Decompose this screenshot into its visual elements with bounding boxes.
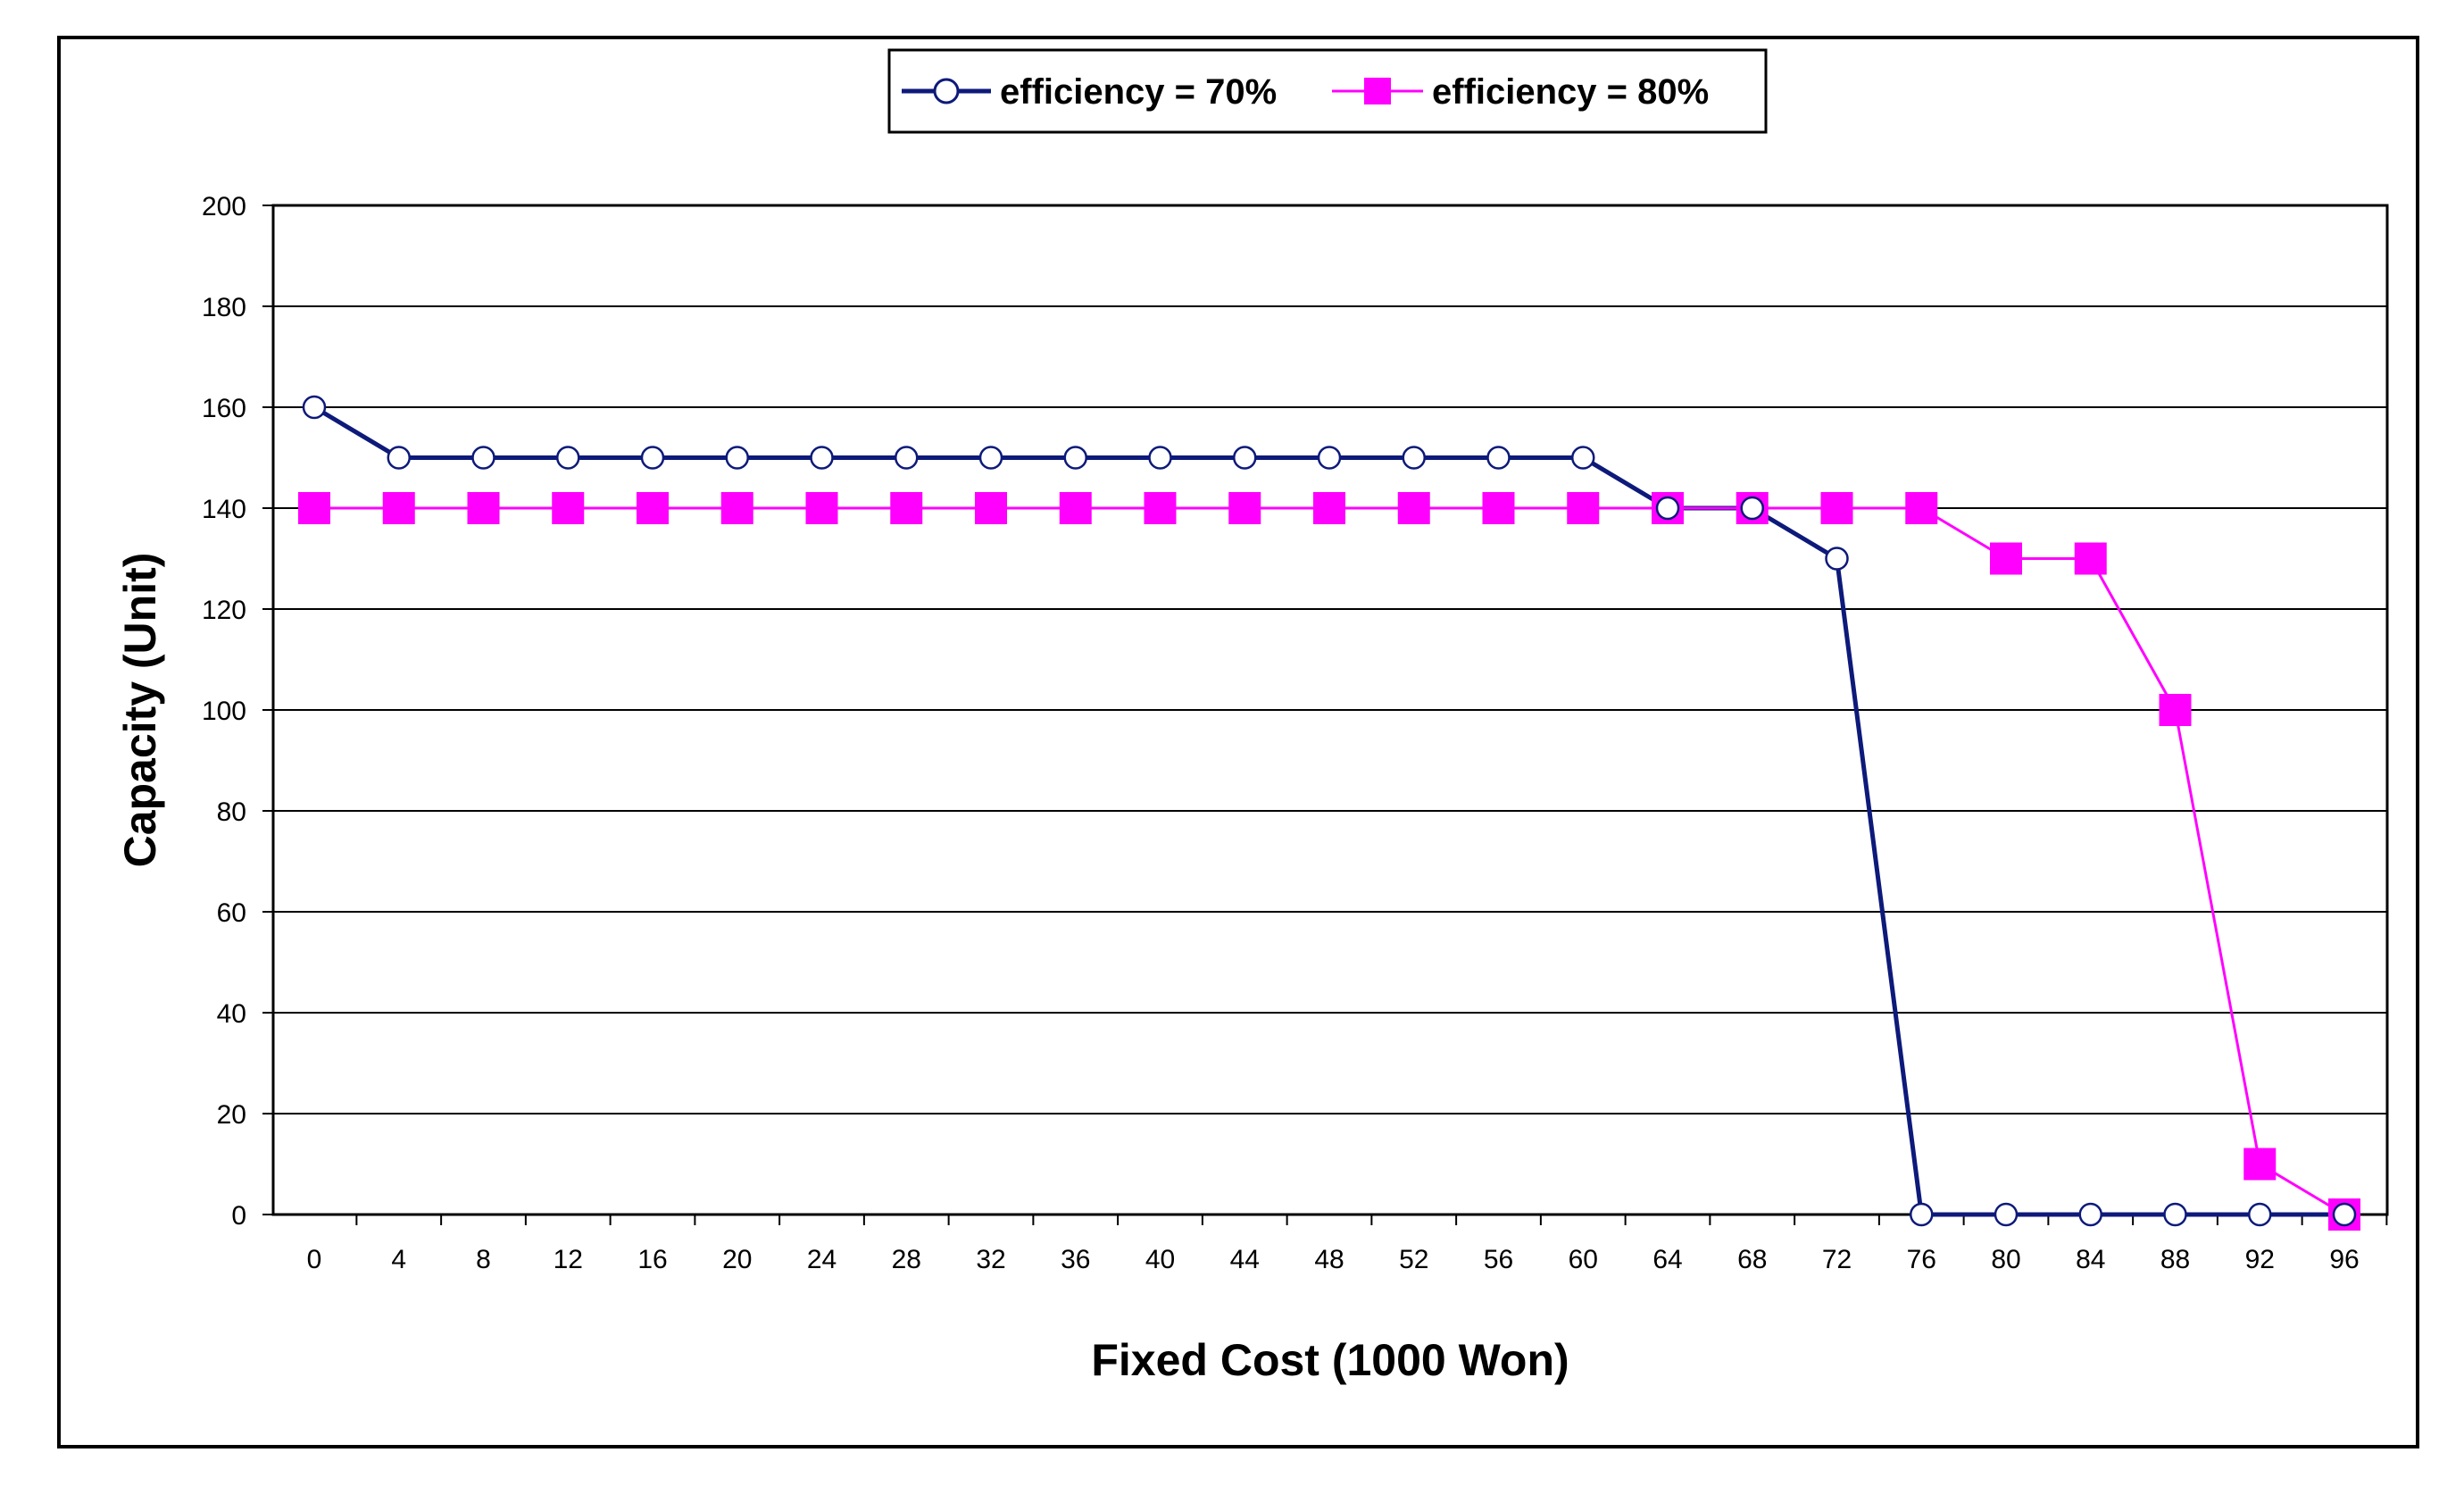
legend-marker-80 (1364, 78, 1391, 104)
marker-70-84 (2078, 1202, 2102, 1227)
x-tick-label-76: 76 (1907, 1245, 1936, 1274)
y-tick-label-100: 100 (202, 697, 246, 726)
x-tick-label-0: 0 (307, 1245, 322, 1274)
marker-80-8 (467, 492, 500, 524)
marker-80-4 (382, 492, 415, 524)
marker-80-52 (1397, 492, 1430, 524)
x-tick-label-16: 16 (637, 1245, 667, 1274)
y-tick-label-160: 160 (202, 394, 246, 423)
y-tick-label-180: 180 (202, 293, 246, 322)
marker-80-40 (1144, 492, 1177, 524)
marker-80-88 (2159, 694, 2192, 726)
x-tick-label-20: 20 (722, 1245, 752, 1274)
marker-70-88 (2163, 1202, 2187, 1227)
marker-70-80 (1994, 1202, 2019, 1227)
x-tick-label-96: 96 (2329, 1245, 2359, 1274)
x-tick-label-40: 40 (1145, 1245, 1175, 1274)
marker-80-92 (2243, 1148, 2277, 1181)
marker-70-64 (1655, 496, 1680, 521)
marker-70-72 (1825, 547, 1849, 571)
legend-box (887, 48, 1768, 134)
x-tick-label-52: 52 (1399, 1245, 1428, 1274)
legend: efficiency = 70% efficiency = 80% (887, 48, 1768, 134)
marker-80-60 (1567, 492, 1600, 524)
x-tick-label-4: 4 (391, 1245, 406, 1274)
y-tick-label-80: 80 (217, 797, 246, 827)
y-tick-label-40: 40 (217, 999, 246, 1029)
marker-70-40 (1148, 446, 1172, 470)
marker-70-4 (387, 446, 411, 470)
chart-frame (57, 36, 2419, 1448)
x-tick-label-28: 28 (892, 1245, 921, 1274)
x-tick-label-48: 48 (1314, 1245, 1344, 1274)
x-tick-label-84: 84 (2076, 1245, 2105, 1274)
marker-70-60 (1571, 446, 1595, 470)
y-tick-label-0: 0 (231, 1201, 246, 1231)
marker-80-44 (1228, 492, 1261, 524)
marker-70-24 (810, 446, 834, 470)
marker-70-44 (1233, 446, 1257, 470)
y-tick-label-120: 120 (202, 596, 246, 625)
marker-80-36 (1059, 492, 1092, 524)
x-tick-label-80: 80 (1991, 1245, 2020, 1274)
x-tick-label-92: 92 (2245, 1245, 2275, 1274)
marker-70-36 (1063, 446, 1087, 470)
legend-label-80: efficiency = 80% (1432, 72, 1709, 112)
marker-80-80 (1990, 542, 2022, 575)
x-tick-label-24: 24 (807, 1245, 837, 1274)
y-tick-label-140: 140 (202, 495, 246, 524)
marker-70-76 (1910, 1202, 1934, 1227)
marker-70-32 (978, 446, 1003, 470)
marker-80-12 (552, 492, 585, 524)
marker-80-32 (975, 492, 1007, 524)
x-tick-label-64: 64 (1652, 1245, 1682, 1274)
x-axis: 0 4 8 12 16 20 24 28 32 36 40 44 48 52 56 60 64 68 72 76 80 8… (307, 1215, 2388, 1274)
y-axis-title: Capacity (Unit) (115, 553, 165, 868)
x-tick-label-8: 8 (476, 1245, 491, 1274)
marker-80-20 (720, 492, 753, 524)
y-tick-label-200: 200 (202, 192, 246, 221)
legend-label-70: efficiency = 70% (1000, 72, 1277, 112)
legend-marker-70 (933, 78, 960, 104)
marker-70-8 (471, 446, 495, 470)
x-tick-label-36: 36 (1061, 1245, 1090, 1274)
marker-80-16 (637, 492, 669, 524)
y-axis: 0 20 40 60 80 100 120 140 160 180 200 (202, 192, 273, 1231)
x-tick-label-44: 44 (1230, 1245, 1260, 1274)
x-tick-label-60: 60 (1569, 1245, 1598, 1274)
marker-70-68 (1740, 496, 1764, 521)
marker-70-16 (640, 446, 665, 470)
x-tick-label-88: 88 (2160, 1245, 2190, 1274)
marker-80-76 (1905, 492, 1938, 524)
x-tick-label-12: 12 (554, 1245, 583, 1274)
marker-70-0 (302, 395, 327, 420)
x-tick-label-32: 32 (976, 1245, 1005, 1274)
marker-70-12 (556, 446, 580, 470)
marker-80-28 (890, 492, 923, 524)
marker-80-48 (1313, 492, 1345, 524)
marker-80-56 (1482, 492, 1515, 524)
y-tick-label-20: 20 (217, 1100, 246, 1130)
marker-70-92 (2248, 1202, 2272, 1227)
x-axis-title: Fixed Cost (1000 Won) (1091, 1335, 1569, 1385)
marker-70-56 (1486, 446, 1511, 470)
marker-70-28 (895, 446, 919, 470)
marker-80-24 (805, 492, 838, 524)
marker-70-20 (725, 446, 749, 470)
marker-80-72 (1820, 492, 1853, 524)
series-layer (298, 395, 2360, 1231)
marker-80-84 (2074, 542, 2107, 575)
marker-70-96 (2332, 1202, 2357, 1227)
marker-80-0 (298, 492, 330, 524)
x-tick-label-56: 56 (1484, 1245, 1513, 1274)
x-tick-label-68: 68 (1737, 1245, 1767, 1274)
x-tick-label-72: 72 (1822, 1245, 1852, 1274)
marker-70-48 (1317, 446, 1342, 470)
marker-70-52 (1402, 446, 1426, 470)
y-tick-label-60: 60 (217, 898, 246, 928)
